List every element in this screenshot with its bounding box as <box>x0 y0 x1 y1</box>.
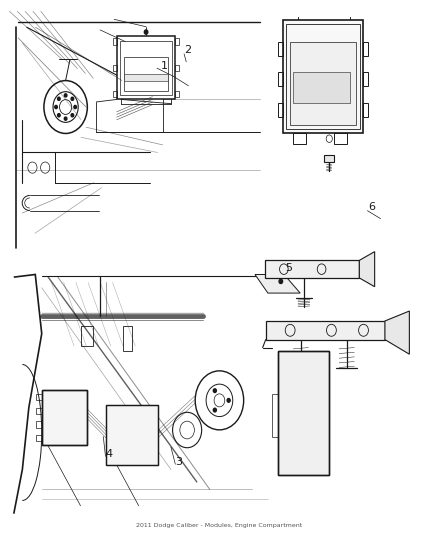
Circle shape <box>74 106 77 109</box>
Text: 4: 4 <box>106 449 113 458</box>
Bar <box>42 391 87 445</box>
Circle shape <box>145 30 148 34</box>
Bar <box>123 326 132 351</box>
Text: 3: 3 <box>175 457 182 466</box>
Text: 2: 2 <box>184 45 191 55</box>
Text: 6: 6 <box>368 202 375 212</box>
Bar <box>278 42 283 56</box>
Bar <box>36 408 42 414</box>
Bar <box>363 42 368 56</box>
Bar <box>176 91 179 98</box>
Circle shape <box>71 97 74 100</box>
Bar <box>266 321 385 340</box>
Text: 1: 1 <box>161 61 168 71</box>
Bar <box>81 326 93 346</box>
Bar <box>278 351 329 474</box>
Bar <box>363 72 368 86</box>
Bar <box>176 64 179 71</box>
Bar <box>113 38 117 45</box>
Bar <box>124 57 169 91</box>
Circle shape <box>57 97 60 100</box>
Circle shape <box>64 94 67 97</box>
Bar <box>42 391 87 445</box>
Bar <box>278 72 283 86</box>
Bar <box>324 155 334 163</box>
Circle shape <box>227 399 230 402</box>
Bar <box>36 394 42 400</box>
Polygon shape <box>385 311 410 354</box>
Text: 5: 5 <box>286 263 292 273</box>
Circle shape <box>279 279 283 284</box>
Circle shape <box>64 117 67 120</box>
Circle shape <box>213 389 216 392</box>
Bar <box>265 261 359 278</box>
Circle shape <box>57 114 60 117</box>
Bar <box>106 405 158 465</box>
Text: 2011 Dodge Caliber - Modules, Engine Compartment: 2011 Dodge Caliber - Modules, Engine Com… <box>136 523 302 528</box>
Bar <box>36 421 42 427</box>
Bar <box>36 435 42 441</box>
Bar <box>334 133 347 144</box>
Bar <box>124 75 169 81</box>
Bar <box>293 72 350 103</box>
Bar <box>117 36 176 100</box>
Circle shape <box>71 114 74 117</box>
Bar <box>290 42 356 125</box>
Polygon shape <box>255 274 300 293</box>
Bar <box>283 20 363 133</box>
Bar <box>113 64 117 71</box>
Circle shape <box>213 408 216 412</box>
Bar <box>272 394 278 438</box>
Bar <box>293 133 306 144</box>
Bar <box>113 91 117 98</box>
Bar <box>286 24 360 129</box>
Bar <box>120 41 172 95</box>
Polygon shape <box>359 252 374 287</box>
Bar <box>176 38 179 45</box>
Bar <box>278 103 283 117</box>
Circle shape <box>55 106 57 109</box>
Bar <box>106 405 158 465</box>
Bar <box>278 351 329 474</box>
Bar <box>363 103 368 117</box>
